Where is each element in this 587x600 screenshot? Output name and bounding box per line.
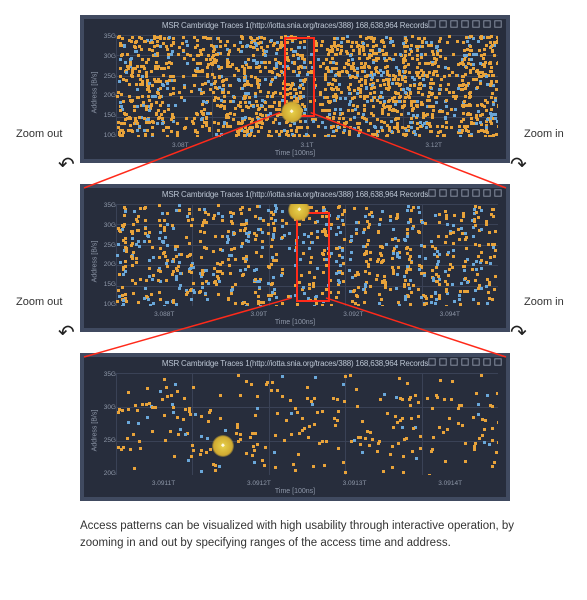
download-icon[interactable] (461, 20, 469, 28)
x-tick: 3.12T (425, 142, 442, 149)
y-tick: 15G (92, 281, 116, 288)
x-tick: 3.0912T (247, 480, 271, 487)
y-tick: 25G (92, 437, 116, 444)
expand-icon[interactable] (483, 189, 491, 197)
y-ticks: 10G 15G 20G 25G 30G 35G (92, 202, 116, 308)
x-tick: 3.092T (343, 311, 363, 318)
pan-icon[interactable] (439, 20, 447, 28)
panel-3[interactable]: MSR Cambridge Traces 1(http://iotta.snia… (80, 353, 510, 501)
x-tick: 3.0911T (152, 480, 175, 487)
panel-toolbar (428, 189, 502, 197)
settings-icon[interactable] (472, 189, 480, 197)
chart-icon[interactable] (450, 20, 458, 28)
settings-icon[interactable] (472, 358, 480, 366)
menu-icon[interactable] (494, 189, 502, 197)
x-tick: 3.09T (250, 311, 267, 318)
expand-icon[interactable] (483, 20, 491, 28)
zoom-icon[interactable] (428, 20, 436, 28)
plot-area[interactable] (116, 373, 498, 475)
y-tick: 10G (92, 301, 116, 308)
panel-toolbar (428, 358, 502, 366)
expand-icon[interactable] (483, 358, 491, 366)
selection-box[interactable] (296, 212, 330, 302)
y-ticks: 10G 15G 20G 25G 30G 35G (92, 33, 116, 139)
zoom-out-label-2: Zoom out (16, 296, 62, 308)
x-tick: 3.1T (300, 142, 313, 149)
panel-toolbar (428, 20, 502, 28)
y-tick: 35G (92, 33, 116, 40)
download-icon[interactable] (461, 189, 469, 197)
download-icon[interactable] (461, 358, 469, 366)
settings-icon[interactable] (472, 20, 480, 28)
y-tick: 20G (92, 470, 116, 477)
x-tick: 3.0913T (343, 480, 367, 487)
menu-icon[interactable] (494, 20, 502, 28)
x-tick: 3.088T (154, 311, 174, 318)
x-tick: 3.0914T (438, 480, 462, 487)
x-axis-label: Time [100ns] (275, 319, 315, 326)
y-tick: 35G (92, 371, 116, 378)
y-tick: 25G (92, 242, 116, 249)
y-tick: 20G (92, 261, 116, 268)
x-ticks: 3.08T 3.1T 3.12T (116, 142, 498, 149)
y-tick: 25G (92, 73, 116, 80)
y-tick: 35G (92, 202, 116, 209)
x-tick: 3.08T (172, 142, 189, 149)
zoom-in-label-1: Zoom in (524, 128, 564, 140)
zoom-out-label-1: Zoom out (16, 128, 62, 140)
arrow-up-left-1: ↶ (58, 152, 75, 177)
y-tick: 30G (92, 222, 116, 229)
chart-icon[interactable] (450, 358, 458, 366)
zoom-icon[interactable] (428, 358, 436, 366)
caption-text: Access patterns can be visualized with h… (80, 518, 537, 551)
y-tick: 10G (92, 132, 116, 139)
zoom-in-label-2: Zoom in (524, 296, 564, 308)
plot-area[interactable] (116, 204, 498, 306)
x-ticks: 3.088T 3.09T 3.092T 3.094T (116, 311, 498, 318)
y-ticks: 20G 25G 30G 35G (92, 371, 116, 477)
x-tick: 3.094T (440, 311, 460, 318)
y-tick: 30G (92, 53, 116, 60)
pan-icon[interactable] (439, 358, 447, 366)
arrow-up-left-2: ↶ (58, 320, 75, 345)
chart-icon[interactable] (450, 189, 458, 197)
x-axis-label: Time [100ns] (275, 488, 315, 495)
menu-icon[interactable] (494, 358, 502, 366)
y-tick: 30G (92, 404, 116, 411)
x-axis-label: Time [100ns] (275, 150, 315, 157)
y-tick: 15G (92, 112, 116, 119)
selection-box[interactable] (284, 37, 315, 117)
panel-1[interactable]: MSR Cambridge Traces 1(http://iotta.snia… (80, 15, 510, 163)
plot-area[interactable] (116, 35, 498, 137)
y-tick: 20G (92, 92, 116, 99)
zoom-icon[interactable] (428, 189, 436, 197)
x-ticks: 3.0911T 3.0912T 3.0913T 3.0914T (116, 480, 498, 487)
arrow-up-right-1: ↶ (510, 152, 527, 177)
pan-icon[interactable] (439, 189, 447, 197)
panel-2[interactable]: MSR Cambridge Traces 1(http://iotta.snia… (80, 184, 510, 332)
arrow-up-right-2: ↶ (510, 320, 527, 345)
